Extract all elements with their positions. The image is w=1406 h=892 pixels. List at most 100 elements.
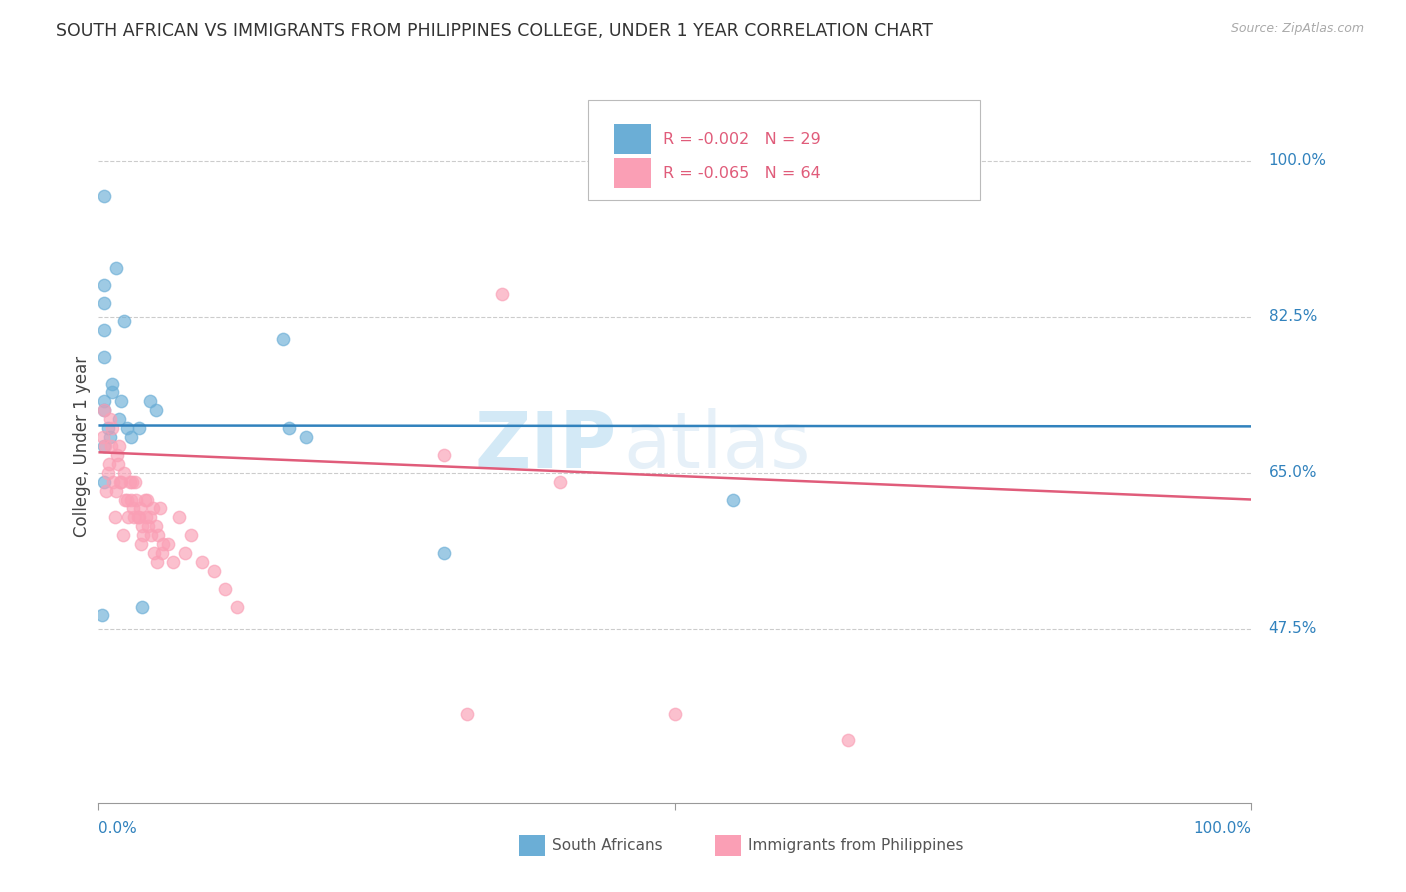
Point (145, 403, 167, 417)
Text: 0.0%: 0.0% (98, 821, 138, 836)
Point (97, 466, 120, 480)
Point (93, 403, 115, 417)
Point (128, 421, 150, 435)
Bar (614, 124, 651, 154)
Point (117, 492, 138, 507)
Point (122, 501, 145, 516)
Point (93, 394, 115, 409)
Point (122, 510, 145, 524)
Point (103, 510, 125, 524)
Point (117, 510, 139, 524)
Point (98, 430, 121, 444)
Text: South Africans: South Africans (551, 838, 662, 853)
Point (142, 546, 165, 560)
Text: 82.5%: 82.5% (1268, 310, 1317, 324)
Point (129, 501, 152, 516)
Point (91, 430, 114, 444)
Text: 47.5%: 47.5% (1268, 622, 1317, 636)
Point (139, 394, 162, 409)
Text: atlas: atlas (623, 408, 810, 484)
Point (98, 412, 121, 426)
Text: 65.0%: 65.0% (1268, 466, 1317, 480)
Text: 100.0%: 100.0% (1194, 821, 1251, 836)
Point (114, 492, 136, 507)
Point (191, 555, 214, 569)
Point (131, 519, 153, 533)
Point (225, 599, 247, 614)
Point (120, 430, 142, 444)
Point (104, 483, 127, 498)
Point (146, 555, 169, 569)
Point (103, 475, 125, 489)
Text: 100.0%: 100.0% (1268, 153, 1327, 168)
Point (111, 528, 134, 542)
Point (134, 492, 156, 507)
Text: Source: ZipAtlas.com: Source: ZipAtlas.com (1230, 22, 1364, 36)
Bar (716, 835, 741, 856)
Point (136, 519, 159, 533)
Point (271, 332, 294, 346)
Point (100, 439, 122, 453)
Point (139, 510, 162, 524)
Point (837, 733, 859, 747)
Point (721, 492, 744, 507)
Point (128, 510, 150, 524)
Bar (519, 835, 544, 856)
Point (131, 599, 153, 614)
Point (96, 483, 118, 498)
Text: R = -0.065   N = 64: R = -0.065 N = 64 (664, 166, 821, 181)
Point (162, 555, 184, 569)
Point (433, 546, 456, 560)
Point (548, 475, 571, 489)
Point (90, 608, 112, 623)
Point (127, 510, 149, 524)
Point (129, 537, 152, 551)
Point (93, 350, 115, 364)
Point (121, 475, 143, 489)
Point (93, 403, 115, 417)
Point (124, 475, 146, 489)
Point (112, 466, 135, 480)
Point (93, 439, 115, 453)
Point (93, 189, 115, 203)
Point (135, 492, 157, 507)
Point (132, 528, 155, 542)
Point (150, 546, 173, 560)
Point (214, 582, 236, 596)
Point (101, 376, 124, 391)
Y-axis label: College, Under 1 year: College, Under 1 year (73, 355, 91, 537)
Point (145, 519, 167, 533)
Point (97, 457, 120, 471)
Bar (614, 159, 651, 188)
Point (148, 501, 170, 516)
Point (456, 706, 478, 721)
Point (108, 439, 131, 453)
Point (93, 323, 115, 337)
Point (101, 385, 124, 400)
Point (108, 412, 131, 426)
Point (105, 448, 128, 462)
Point (107, 457, 129, 471)
Point (110, 394, 132, 409)
Point (152, 537, 174, 551)
Point (148, 528, 170, 542)
Point (156, 537, 179, 551)
Point (491, 287, 513, 301)
FancyBboxPatch shape (588, 100, 980, 200)
Point (125, 492, 148, 507)
Point (110, 475, 132, 489)
Point (174, 546, 197, 560)
Point (104, 260, 127, 275)
Point (110, 475, 132, 489)
Point (118, 475, 141, 489)
Text: SOUTH AFRICAN VS IMMIGRANTS FROM PHILIPPINES COLLEGE, UNDER 1 YEAR CORRELATION C: SOUTH AFRICAN VS IMMIGRANTS FROM PHILIPP… (56, 22, 934, 40)
Point (112, 314, 135, 328)
Point (93, 475, 115, 489)
Point (202, 564, 225, 578)
Point (117, 421, 138, 435)
Text: ZIP: ZIP (475, 408, 617, 484)
Point (142, 501, 165, 516)
Point (664, 706, 686, 721)
Text: R = -0.002   N = 29: R = -0.002 N = 29 (664, 132, 821, 146)
Point (93, 296, 115, 310)
